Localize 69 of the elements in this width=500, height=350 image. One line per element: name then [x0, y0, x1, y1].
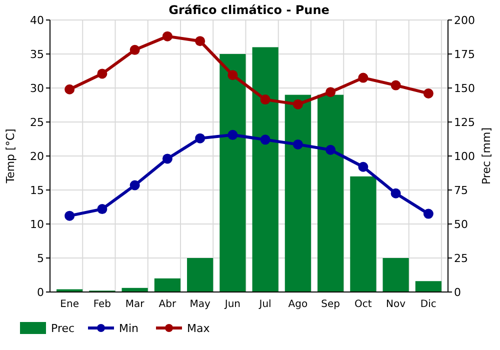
y2-tick-label: 150: [454, 82, 475, 95]
point: [162, 31, 172, 42]
legend-label: Max: [187, 322, 210, 335]
y2-tick-label: 75: [454, 184, 468, 197]
y-axis-title: Temp [°C]: [4, 128, 17, 184]
point: [423, 208, 434, 219]
legend-label: Min: [119, 322, 139, 335]
point: [326, 87, 336, 98]
legend-label: Prec: [51, 322, 75, 335]
point: [390, 188, 401, 198]
x-tick-label: Ago: [288, 299, 308, 310]
point: [358, 72, 368, 83]
point: [358, 162, 368, 172]
y-tick-label: 20: [30, 150, 44, 163]
y-tick-label: 25: [30, 116, 44, 129]
x-tick-label: Nov: [386, 299, 406, 310]
bar: [415, 281, 442, 292]
y2-axis-title: Prec [mm]: [480, 127, 493, 185]
bar: [382, 258, 409, 292]
point: [228, 70, 238, 80]
x-tick-label: Abr: [158, 299, 177, 310]
x-tick-label: Mar: [125, 299, 146, 310]
bar: [284, 94, 311, 292]
x-tick-label: May: [190, 299, 210, 310]
bar: [187, 258, 214, 292]
point: [130, 180, 140, 190]
y2-tick-label: 100: [454, 150, 475, 163]
point: [162, 154, 172, 164]
bar: [154, 278, 180, 292]
y-tick-label: 5: [37, 252, 44, 265]
y2-tick-label: 200: [454, 14, 475, 27]
point: [326, 144, 336, 155]
y-tick-label: 30: [30, 82, 44, 95]
y-tick-label: 35: [30, 48, 44, 61]
point: [195, 133, 206, 144]
point: [64, 210, 75, 221]
y-tick-label: 10: [30, 218, 44, 231]
bar: [350, 176, 376, 292]
y2-tick-label: 125: [454, 116, 475, 129]
point: [260, 94, 270, 105]
point: [64, 84, 75, 94]
bar: [220, 54, 246, 292]
point: [195, 36, 206, 46]
point: [292, 99, 303, 110]
y2-tick-label: 25: [454, 252, 468, 265]
point: [97, 68, 108, 79]
y-tick-label: 40: [30, 14, 44, 27]
point: [423, 88, 434, 98]
x-tick-label: Feb: [93, 299, 112, 310]
bar: [318, 94, 344, 292]
point: [97, 204, 108, 214]
x-tick-label: Oct: [354, 299, 372, 310]
bar: [252, 47, 278, 292]
chart-title: Gráfico climático - Pune: [168, 3, 330, 17]
point: [292, 139, 303, 150]
y2-tick-label: 50: [454, 218, 468, 231]
x-tick-label: Dic: [420, 299, 436, 310]
y2-tick-label: 175: [454, 48, 475, 61]
x-tick-label: Jul: [258, 299, 272, 310]
y-tick-label: 15: [30, 184, 44, 197]
point: [228, 130, 238, 140]
x-tick-label: Sep: [321, 299, 340, 310]
point: [390, 80, 401, 90]
point: [260, 134, 270, 145]
y2-tick-label: 0: [454, 286, 461, 299]
x-tick-label: Ene: [60, 299, 79, 310]
x-tick-label: Jun: [224, 299, 240, 310]
y-tick-label: 0: [37, 286, 44, 299]
point: [130, 44, 140, 55]
